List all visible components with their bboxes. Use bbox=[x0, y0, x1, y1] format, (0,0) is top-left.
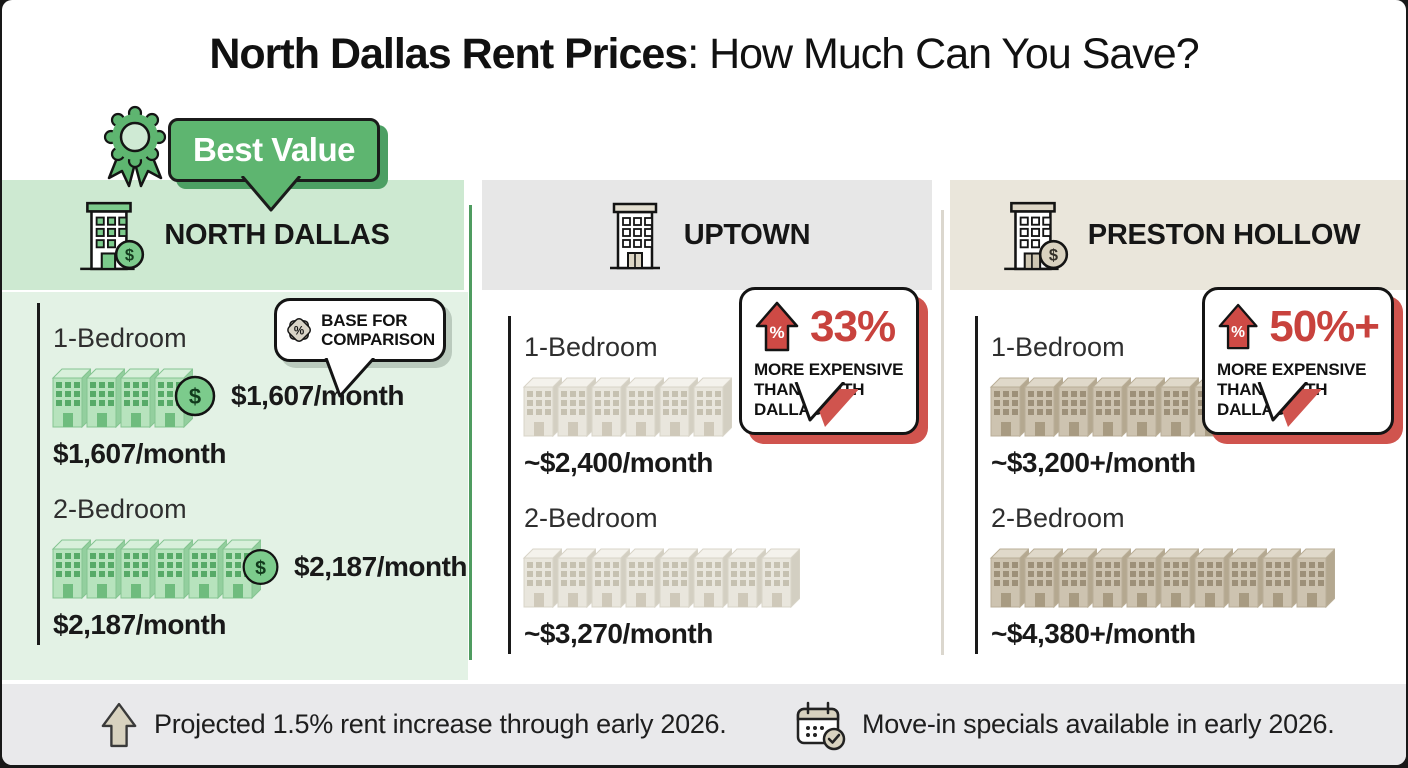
price-label: ~$3,270/month bbox=[524, 618, 713, 649]
rent-bar-2br: $ $2,187/month bbox=[51, 535, 467, 599]
dollar-coin-icon: $ bbox=[174, 375, 216, 417]
callout-line2: COMPARISON bbox=[321, 330, 435, 349]
arrow-up-icon bbox=[101, 702, 137, 747]
footer-note-rent-increase: Projected 1.5% rent increase through ear… bbox=[100, 684, 727, 765]
callout-pointer bbox=[794, 382, 858, 427]
award-rosette-icon bbox=[103, 105, 167, 188]
footer-note-move-in-specials: Move-in specials available in early 2026… bbox=[794, 684, 1335, 765]
rent-bar-2br bbox=[989, 544, 1405, 608]
callout-line1: MORE EXPENSIVE bbox=[754, 360, 904, 379]
column-divider-green bbox=[469, 205, 472, 660]
preston-hollow-premium-callout: % 50%+ MORE EXPENSIVE THAN NORTH DALLAS bbox=[1202, 287, 1394, 436]
base-comparison-callout: % BASE FOR COMPARISON bbox=[274, 298, 446, 362]
title-bold: North Dallas Rent Prices bbox=[209, 30, 688, 78]
callout-text: BASE FOR COMPARISON bbox=[321, 311, 435, 349]
price-label: $1,607/month bbox=[53, 438, 226, 469]
rent-bar-2br bbox=[522, 544, 928, 608]
column-name: PRESTON HOLLOW bbox=[1087, 218, 1361, 251]
building-pictogram-bar bbox=[51, 364, 193, 428]
footer-band: Projected 1.5% rent increase through ear… bbox=[2, 684, 1406, 765]
percent-value: 33% bbox=[810, 302, 896, 351]
best-value-badge: Best Value bbox=[168, 118, 380, 182]
callout-line1: BASE FOR bbox=[321, 310, 408, 330]
column-header-preston-hollow: $ PRESTON HOLLOW bbox=[950, 180, 1406, 290]
callout-pointer bbox=[324, 358, 376, 398]
svg-text:$: $ bbox=[189, 384, 201, 409]
arrow-up-percent-icon: % bbox=[1218, 303, 1258, 350]
rent-bar-1br: $ $1,607/month bbox=[51, 364, 467, 428]
uptown-content: 1-Bedroom ~ bbox=[508, 316, 928, 654]
rent-bar-1br bbox=[522, 373, 928, 437]
price-label: ~$3,200+/month bbox=[991, 447, 1196, 478]
price-label: $2,187/month bbox=[53, 609, 226, 640]
column-name: NORTH DALLAS bbox=[164, 218, 390, 251]
price-inline: $1,607/month bbox=[231, 380, 404, 411]
calendar-check-icon bbox=[796, 701, 846, 750]
title-regular: : How Much Can You Save? bbox=[687, 30, 1199, 78]
svg-text:%: % bbox=[294, 324, 305, 337]
callout-pointer bbox=[1257, 382, 1321, 427]
building-pictogram-bar bbox=[989, 544, 1335, 608]
percent-value: 50%+ bbox=[1269, 302, 1380, 351]
callout-top: % 50%+ bbox=[1217, 300, 1380, 354]
building-dollar-icon: $ bbox=[80, 201, 145, 271]
row-label: 2-Bedroom bbox=[991, 503, 1125, 533]
svg-text:%: % bbox=[1231, 324, 1245, 341]
row-label: 1-Bedroom bbox=[524, 332, 658, 362]
percent-seal-icon: % bbox=[287, 318, 312, 342]
column-name: UPTOWN bbox=[683, 218, 811, 251]
column-divider-gray bbox=[941, 210, 944, 655]
svg-text:$: $ bbox=[255, 557, 266, 579]
footer-text: Projected 1.5% rent increase through ear… bbox=[154, 709, 727, 739]
svg-text:%: % bbox=[769, 323, 784, 342]
building-pictogram-bar bbox=[989, 373, 1233, 437]
north-dallas-content: 1-Bedroom $ $1,607/month $1,60 bbox=[37, 303, 467, 645]
preston-hollow-content: 1-Bedroom bbox=[975, 316, 1405, 654]
callout-line1: MORE EXPENSIVE bbox=[1217, 360, 1367, 379]
building-pictogram-bar bbox=[51, 535, 261, 599]
row-label: 1-Bedroom bbox=[53, 323, 187, 353]
arrow-up-percent-icon: % bbox=[755, 301, 799, 352]
footer-text: Move-in specials available in early 2026… bbox=[862, 709, 1335, 739]
price-label: ~$2,400/month bbox=[524, 447, 713, 478]
row-label: 2-Bedroom bbox=[524, 503, 658, 533]
building-icon bbox=[609, 202, 660, 270]
building-dollar-icon: $ bbox=[1003, 201, 1068, 271]
best-value-label: Best Value bbox=[193, 131, 355, 168]
building-pictogram-bar bbox=[522, 373, 732, 437]
svg-text:$: $ bbox=[125, 247, 134, 265]
svg-text:$: $ bbox=[1049, 247, 1058, 265]
dollar-coin-icon: $ bbox=[242, 549, 279, 585]
row-label: 2-Bedroom bbox=[53, 494, 187, 524]
price-label: ~$4,380+/month bbox=[991, 618, 1196, 649]
callout-top: % 33% bbox=[754, 300, 904, 354]
price-inline: $2,187/month bbox=[294, 551, 467, 582]
badge-pointer bbox=[240, 176, 302, 212]
row-label: 1-Bedroom bbox=[991, 332, 1125, 362]
page-title: North Dallas Rent Prices: How Much Can Y… bbox=[2, 30, 1406, 79]
building-pictogram-bar bbox=[522, 544, 800, 608]
uptown-premium-callout: % 33% MORE EXPENSIVE THAN NORTH DALLAS bbox=[739, 287, 919, 436]
column-header-north-dallas: $ NORTH DALLAS bbox=[2, 180, 464, 290]
column-header-uptown: UPTOWN bbox=[482, 180, 932, 290]
